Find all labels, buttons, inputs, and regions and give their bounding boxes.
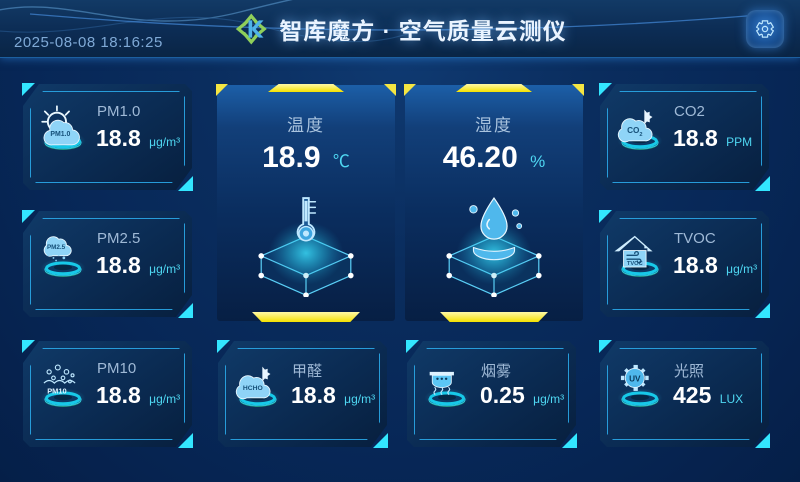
svg-text:PM2.5: PM2.5	[47, 244, 66, 251]
svg-text:PM1.0: PM1.0	[50, 131, 70, 138]
svg-text:TVOC: TVOC	[627, 261, 643, 267]
svg-text:UV: UV	[629, 374, 641, 383]
svg-text:PM10: PM10	[47, 387, 66, 396]
svg-text:HCHO: HCHO	[243, 385, 263, 392]
